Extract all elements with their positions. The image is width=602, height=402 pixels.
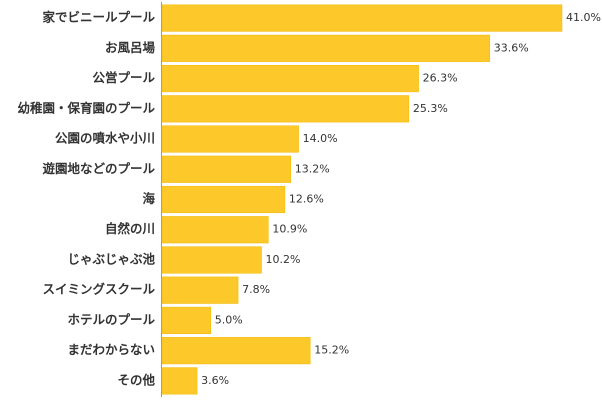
category-label: 公営プール: [92, 70, 155, 85]
bar: [161, 185, 286, 214]
bar: [161, 4, 563, 32]
value-label: 13.2%: [295, 162, 330, 175]
value-label: 10.9%: [272, 223, 307, 236]
value-label: 15.2%: [314, 344, 349, 357]
bar: [161, 65, 419, 93]
category-label: お風呂場: [105, 40, 156, 55]
value-label: 41.0%: [566, 11, 601, 24]
bar: [161, 216, 269, 244]
value-label: 14.0%: [303, 132, 338, 145]
bar: [161, 125, 299, 153]
bar: [161, 306, 212, 334]
value-label: 26.3%: [423, 72, 458, 85]
value-label: 12.6%: [289, 193, 324, 206]
bar: [161, 337, 311, 365]
bar: [161, 246, 262, 274]
category-label: 公園の噴水や小川: [55, 131, 155, 146]
value-label: 25.3%: [413, 102, 448, 115]
value-label: 5.0%: [215, 313, 243, 326]
category-label: スイミングスクール: [42, 282, 155, 297]
bar: [161, 95, 410, 123]
value-label: 3.6%: [201, 374, 229, 387]
bar: [161, 276, 239, 304]
category-label: 幼稚園・保育園のプール: [17, 100, 155, 115]
value-label: 10.2%: [266, 253, 301, 266]
bar: [161, 155, 292, 183]
category-label: まだわからない: [67, 342, 155, 357]
bar: [161, 367, 198, 395]
category-label: 家でビニールプール: [42, 10, 155, 25]
value-label: 7.8%: [242, 283, 270, 296]
value-label: 33.6%: [494, 41, 529, 54]
category-label: 自然の川: [105, 221, 155, 236]
category-label: ホテルのプール: [67, 312, 155, 327]
category-label: 海: [142, 191, 155, 206]
category-label: じゃぶじゃぶ池: [67, 251, 155, 266]
bar: [161, 34, 491, 62]
category-label: その他: [117, 372, 155, 387]
category-label: 遊園地などのプール: [42, 161, 155, 176]
